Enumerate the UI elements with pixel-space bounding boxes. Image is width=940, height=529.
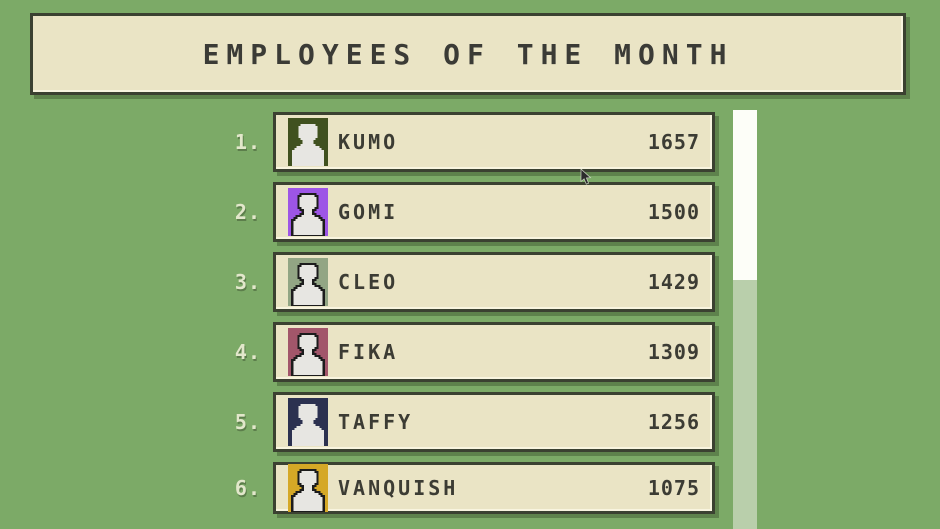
leaderboard-row-2: 2. GOMI 1500 [235, 182, 715, 242]
employee-avatar [288, 328, 328, 376]
employee-name: KUMO [338, 130, 399, 154]
person-silhouette-icon [292, 124, 324, 166]
employee-name: CLEO [338, 270, 399, 294]
employee-name: FIKA [338, 340, 399, 364]
leaderboard-row-5: 5. TAFFY 1256 [235, 392, 715, 452]
rank-label: 1. [234, 130, 261, 154]
rank-label: 5. [234, 410, 261, 434]
leaderboard-list: 1. KUMO 1657 2. GOMI 1500 3. [235, 112, 715, 514]
person-silhouette-icon [291, 193, 325, 236]
employee-score: 1500 [647, 200, 700, 224]
person-silhouette-icon [291, 263, 325, 306]
employee-name: VANQUISH [338, 476, 459, 500]
scrollbar-thumb[interactable] [733, 110, 757, 280]
employee-avatar [288, 398, 328, 446]
employee-score: 1256 [647, 410, 700, 434]
employee-avatar [288, 118, 328, 166]
employee-score: 1309 [647, 340, 700, 364]
page-title: EMPLOYEES OF THE MONTH [202, 37, 734, 71]
leaderboard-row-1: 1. KUMO 1657 [235, 112, 715, 172]
rank-label: 6. [234, 476, 261, 500]
leaderboard-row-6: 6. VANQUISH 1075 [235, 462, 715, 514]
leaderboard-row-3: 3. CLEO 1429 [235, 252, 715, 312]
employee-name: TAFFY [338, 410, 414, 434]
person-silhouette-icon [292, 404, 324, 446]
employee-avatar [288, 188, 328, 236]
employee-score: 1075 [647, 476, 700, 500]
scrollbar-track[interactable] [733, 110, 757, 529]
employee-avatar [288, 258, 328, 306]
person-silhouette-icon [291, 333, 325, 376]
rank-label: 3. [234, 270, 261, 294]
leaderboard-row-4: 4. FIKA 1309 [235, 322, 715, 382]
employee-score: 1657 [647, 130, 700, 154]
employee-name: GOMI [338, 200, 399, 224]
person-silhouette-icon [291, 469, 325, 512]
employee-score: 1429 [647, 270, 700, 294]
leaderboard-header: EMPLOYEES OF THE MONTH [30, 13, 906, 95]
employee-avatar [288, 464, 328, 512]
rank-label: 4. [234, 340, 261, 364]
rank-label: 2. [234, 200, 261, 224]
